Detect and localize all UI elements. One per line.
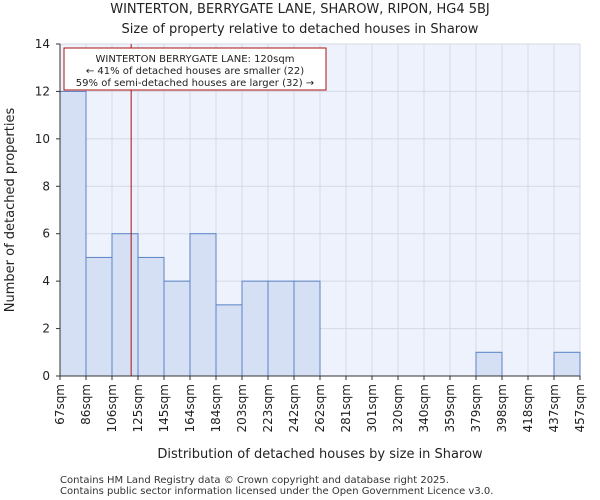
bar-203sqm xyxy=(241,280,269,377)
bar-223sqm xyxy=(267,280,295,377)
x-tick-label: 301sqm xyxy=(365,384,379,432)
annotation-frame xyxy=(63,47,327,91)
x-tick-label: 379sqm xyxy=(469,384,483,432)
y-tick-label: 14 xyxy=(35,37,50,51)
x-tick-label: 242sqm xyxy=(287,384,301,432)
bar-437sqm xyxy=(553,351,581,377)
x-tick-label: 359sqm xyxy=(443,384,457,432)
x-tick-label: 106sqm xyxy=(105,384,119,432)
x-tick-label: 223sqm xyxy=(261,384,275,432)
x-tick-label: 164sqm xyxy=(183,384,197,432)
bar-145sqm xyxy=(163,280,191,377)
y-tick-label: 4 xyxy=(42,274,50,288)
bars xyxy=(59,90,581,377)
annotation-line-3: 59% of semi-detached houses are larger (… xyxy=(76,78,314,89)
x-tick-label: 340sqm xyxy=(417,384,431,432)
y-tick-label: 6 xyxy=(42,227,50,241)
y-tick-label: 8 xyxy=(42,179,50,193)
x-tick-label: 125sqm xyxy=(131,384,145,432)
x-tick-label: 281sqm xyxy=(339,384,353,432)
x-tick-label: 457sqm xyxy=(573,384,587,432)
bar-164sqm xyxy=(189,233,217,377)
x-tick-label: 67sqm xyxy=(53,384,67,425)
x-tick-labels: 67sqm 86sqm 106sqm 125sqm 145sqm 164sqm 184sqm… xyxy=(53,376,587,432)
bar-184sqm xyxy=(215,304,243,377)
x-tick-label: 262sqm xyxy=(313,384,327,432)
x-tick-label: 437sqm xyxy=(547,384,561,432)
x-tick-label: 86sqm xyxy=(79,384,93,425)
x-axis-title: Distribution of detached houses by size … xyxy=(157,447,483,462)
y-tick-label: 2 xyxy=(42,322,50,336)
bar-106sqm xyxy=(111,233,139,377)
annotation-box: WINTERTON BERRYGATE LANE: 120sqm ← 41% o… xyxy=(63,47,327,91)
y-tick-label: 10 xyxy=(35,132,50,146)
x-tick-label: 145sqm xyxy=(157,384,171,432)
bar-67sqm xyxy=(59,90,87,377)
bar-242sqm xyxy=(293,280,321,377)
chart-title: WINTERTON, BERRYGATE LANE, SHAROW, RIPON… xyxy=(110,2,490,17)
x-tick-label: 203sqm xyxy=(235,384,249,432)
chart-subtitle: Size of property relative to detached ho… xyxy=(122,22,479,37)
annotation-line-2: ← 41% of detached houses are smaller (22… xyxy=(86,66,304,77)
y-tick-label: 12 xyxy=(35,84,50,98)
bar-86sqm xyxy=(85,256,113,377)
x-tick-label: 418sqm xyxy=(521,384,535,432)
annotation-line-1: WINTERTON BERRYGATE LANE: 120sqm xyxy=(96,54,295,65)
x-tick-label: 398sqm xyxy=(495,384,509,432)
y-tick-label: 0 xyxy=(42,369,50,383)
footer-line-1: Contains HM Land Registry data © Crown c… xyxy=(60,475,449,486)
bar-379sqm xyxy=(475,351,503,377)
x-tick-label: 320sqm xyxy=(391,384,405,432)
y-tick-labels: 0 2 4 6 8 10 12 14 xyxy=(35,37,60,383)
bar-125sqm xyxy=(137,256,165,377)
x-tick-label: 184sqm xyxy=(209,384,223,432)
y-axis-title: Number of detached properties xyxy=(3,108,18,313)
footer-line-2: Contains public sector information licen… xyxy=(60,486,493,497)
